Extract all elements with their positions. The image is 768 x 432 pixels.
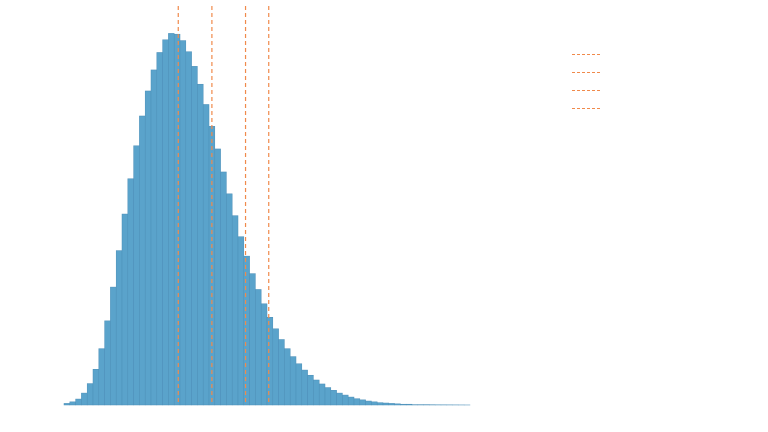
legend-dashed-line-swatch: [572, 72, 600, 73]
histogram-bar: [260, 303, 268, 406]
histogram-bar: [185, 51, 192, 406]
histogram-bar: [121, 213, 129, 406]
legend-dashed-line-swatch: [572, 90, 600, 91]
histogram-bar: [110, 286, 117, 406]
histogram-bar: [98, 348, 105, 406]
histogram-bar: [144, 90, 152, 406]
histogram-bar: [249, 273, 256, 406]
histogram-bar: [376, 402, 384, 406]
histogram-bar: [133, 145, 140, 406]
histogram-bar: [81, 392, 88, 406]
reference-lines: [177, 6, 270, 405]
histogram-bar: [382, 402, 390, 406]
histogram-bar: [237, 236, 245, 406]
histogram-bar: [307, 374, 314, 406]
histogram-bar: [197, 83, 204, 406]
histogram-bar: [173, 33, 181, 406]
histogram-bar: [162, 39, 169, 406]
histogram-bar: [115, 250, 123, 406]
histogram-bars: [63, 33, 471, 406]
histogram-bar: [63, 403, 71, 406]
legend-item: [566, 64, 736, 82]
histogram-bar: [278, 339, 285, 406]
histogram-bar: [405, 403, 413, 406]
histogram-bar: [272, 328, 279, 406]
histogram-bar: [75, 398, 82, 406]
histogram-bar: [394, 403, 401, 406]
histogram-bar: [324, 387, 332, 406]
histogram-bar: [104, 320, 111, 406]
histogram-bar: [179, 40, 187, 406]
legend-item: [566, 82, 736, 100]
histogram-bar: [243, 255, 250, 406]
histogram-bar: [295, 363, 303, 406]
legend-dashed-line-swatch: [572, 108, 600, 109]
legend-dashed-line-swatch: [572, 54, 600, 55]
histogram-bar: [347, 396, 355, 406]
histogram-bar: [231, 215, 239, 406]
histogram-bar: [127, 178, 134, 406]
histogram-bar: [168, 33, 175, 406]
histogram-bar: [330, 390, 337, 406]
histogram-bar: [301, 369, 308, 406]
histogram-bar: [289, 356, 297, 406]
histogram-bar: [92, 369, 100, 406]
histogram-bar: [226, 193, 233, 406]
histogram-bar: [359, 399, 366, 406]
histogram-bar: [139, 115, 146, 406]
histogram-bar: [69, 401, 76, 406]
legend-item: [566, 100, 736, 118]
histogram-bar: [150, 69, 158, 406]
legend-item: [566, 46, 736, 64]
histogram-bar: [86, 383, 94, 406]
histogram-bar: [191, 66, 198, 406]
histogram-bar: [400, 403, 407, 406]
histogram-bar: [214, 148, 221, 406]
histogram-bar: [284, 348, 291, 406]
histogram-bar: [388, 403, 395, 406]
histogram-bar: [202, 104, 210, 406]
histogram-bar: [220, 171, 227, 406]
histogram-bar: [156, 52, 163, 406]
histogram-bar: [336, 392, 343, 406]
histogram-bar: [365, 400, 372, 406]
histogram-bar: [353, 398, 361, 406]
histogram-bar: [371, 401, 378, 406]
histogram-bar: [255, 289, 262, 406]
histogram-bar: [318, 383, 326, 406]
histogram-bar: [342, 394, 349, 406]
legend: [566, 46, 736, 118]
histogram-bar: [266, 317, 274, 406]
histogram-bar: [313, 379, 320, 406]
